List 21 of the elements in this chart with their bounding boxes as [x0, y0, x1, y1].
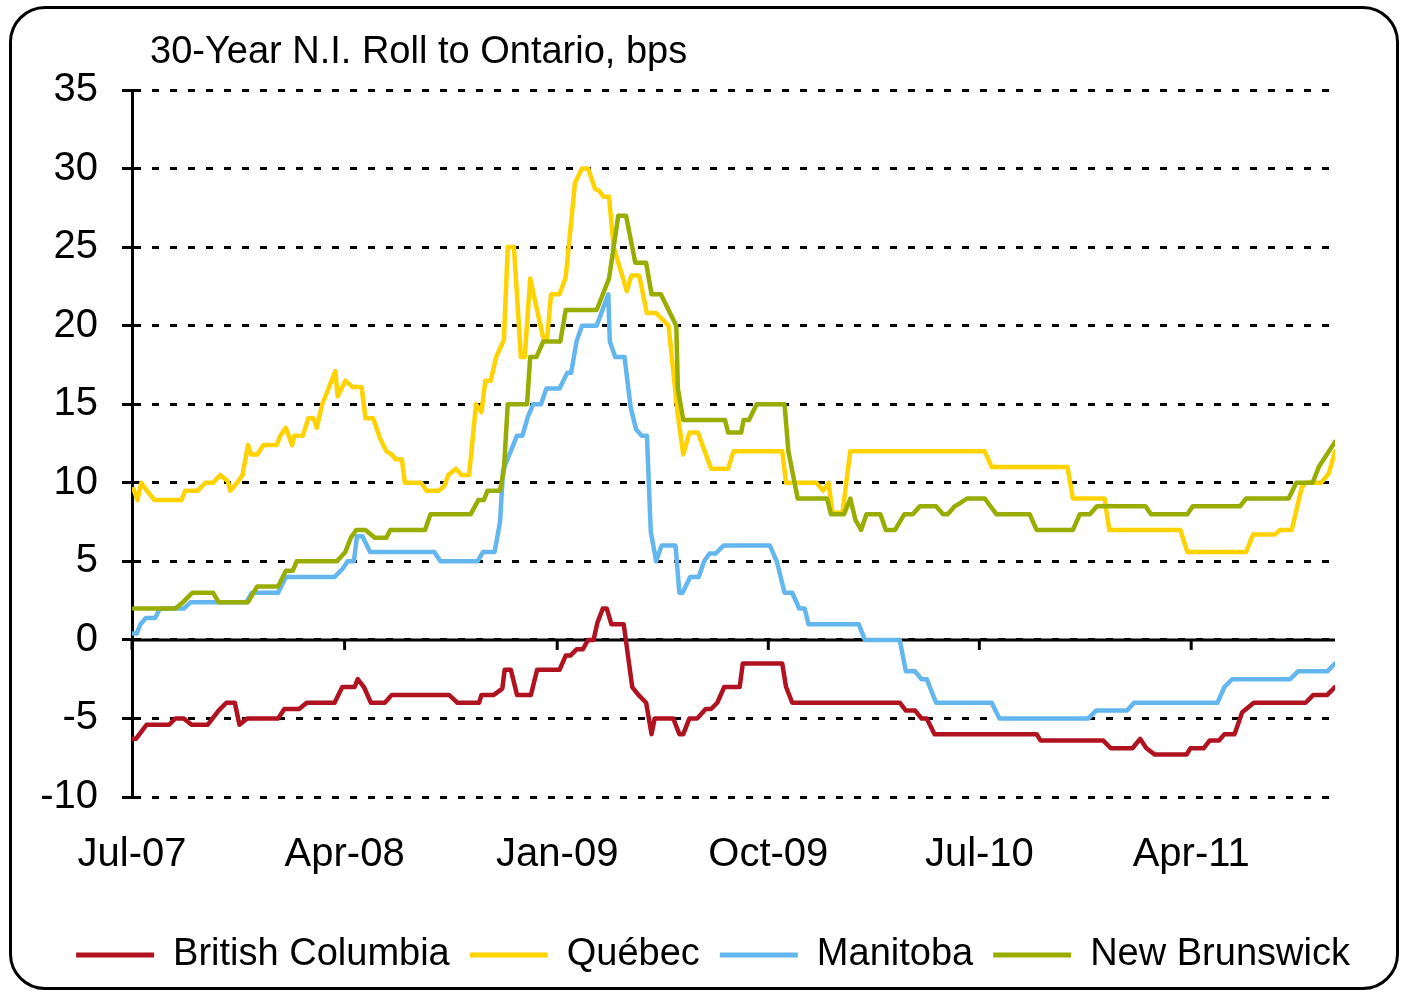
y-tick-label: 20: [53, 300, 98, 345]
chart-title: 30-Year N.I. Roll to Ontario, bps: [150, 28, 688, 73]
y-tick-label: 5: [75, 536, 98, 581]
x-tick-label: Apr-08: [284, 830, 405, 875]
legend-label: Québec: [566, 931, 700, 974]
x-tick-label: Oct-09: [708, 830, 829, 875]
y-tick-label: -5: [62, 693, 98, 738]
y-tick-label: 0: [75, 614, 98, 659]
legend-label: British Columbia: [173, 931, 451, 974]
y-tick-label: 30: [53, 143, 98, 188]
legend-label: Manitoba: [816, 931, 975, 974]
x-tick-label: Jan-09: [496, 830, 619, 875]
x-tick-label: Apr-11: [1132, 830, 1250, 875]
x-tick-label: Jul-07: [77, 830, 187, 875]
y-tick-label: 10: [53, 457, 98, 502]
legend-label: New Brunswick: [1090, 931, 1351, 974]
y-tick-label: 35: [53, 65, 98, 110]
y-tick-label: 15: [53, 379, 98, 424]
x-tick-label: Jul-10: [924, 830, 1034, 875]
y-tick-label: -10: [40, 772, 98, 817]
y-tick-label: 25: [53, 222, 98, 267]
